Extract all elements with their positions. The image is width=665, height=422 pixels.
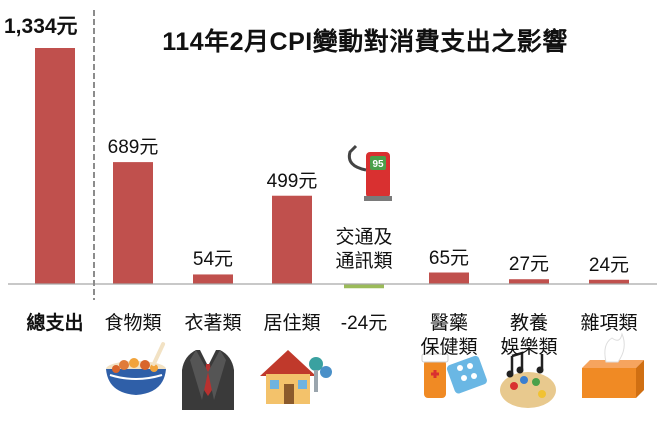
bar-transport bbox=[344, 284, 384, 289]
category-label-education: 教養 娛樂類 bbox=[500, 313, 558, 358]
bar-housing bbox=[272, 195, 312, 284]
bar-total bbox=[35, 48, 75, 284]
category-label-misc: 雜項類 bbox=[580, 313, 638, 334]
value-label-misc: 24元 bbox=[588, 254, 630, 276]
value-label-transport: -24元 bbox=[340, 313, 388, 334]
value-label-food: 689元 bbox=[107, 137, 159, 159]
value-label-education: 27元 bbox=[508, 254, 550, 276]
tissue-box-icon bbox=[582, 332, 644, 398]
bowl-of-food-icon bbox=[106, 342, 166, 395]
bar-clothing bbox=[193, 274, 233, 284]
svg-text:95: 95 bbox=[372, 159, 384, 170]
bar-misc bbox=[589, 279, 629, 284]
value-label-clothing: 54元 bbox=[192, 249, 234, 271]
value-label-total: 1,334元 bbox=[4, 15, 78, 38]
category-label-housing: 居住類 bbox=[263, 313, 321, 334]
medicine-icon bbox=[421, 353, 487, 398]
chart-title: 114年2月CPI變動對消費支出之影響 bbox=[162, 28, 568, 56]
category-label-medical: 醫藥 保健類 bbox=[420, 313, 478, 358]
value-label-medical: 65元 bbox=[428, 247, 470, 269]
category-label-food: 食物類 bbox=[104, 313, 162, 334]
bar-food bbox=[113, 162, 153, 284]
category-label-transport: 交通及 通訊類 bbox=[335, 227, 393, 272]
house-with-keys-icon bbox=[260, 350, 332, 404]
category-label-clothing: 衣著類 bbox=[184, 313, 242, 334]
bar-education bbox=[509, 279, 549, 284]
suit-icon bbox=[182, 350, 234, 410]
music-palette-icon bbox=[500, 351, 556, 408]
category-label-total: 總支出 bbox=[26, 313, 84, 334]
gas-pump-icon: 95 bbox=[347, 144, 392, 201]
bar-medical bbox=[429, 272, 469, 284]
value-label-housing: 499元 bbox=[266, 170, 318, 192]
